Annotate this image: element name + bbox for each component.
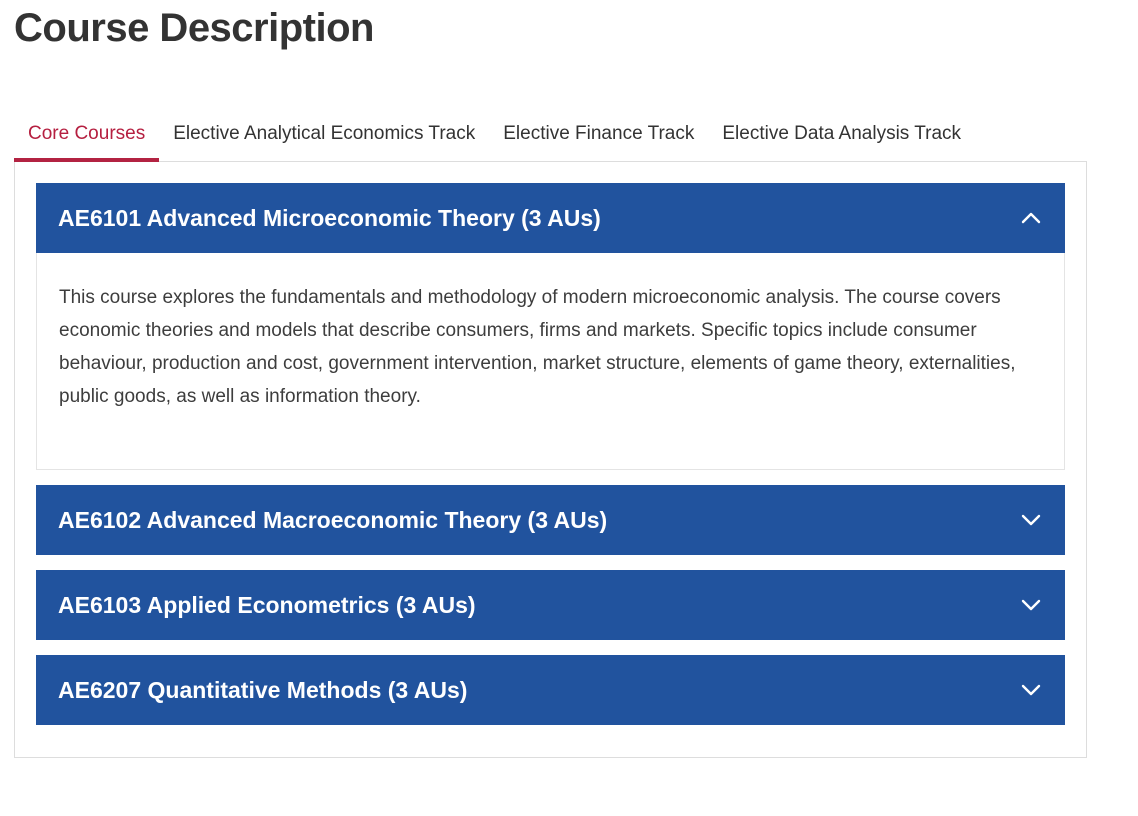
tab-elective-data-analysis-track[interactable]: Elective Data Analysis Track [708,113,975,162]
accordion-body-ae6101: This course explores the fundamentals an… [36,253,1065,470]
chevron-up-icon [1021,212,1041,224]
accordion-header-ae6102[interactable]: AE6102 Advanced Macroeconomic Theory (3 … [36,485,1065,555]
page-title: Course Description [14,6,374,50]
accordion-item-ae6207: AE6207 Quantitative Methods (3 AUs) [36,655,1065,725]
accordion-header-ae6101[interactable]: AE6101 Advanced Microeconomic Theory (3 … [36,183,1065,253]
course-track-tablist: Core Courses Elective Analytical Economi… [14,113,1138,162]
accordion-header-ae6103[interactable]: AE6103 Applied Econometrics (3 AUs) [36,570,1065,640]
accordion-item-ae6103: AE6103 Applied Econometrics (3 AUs) [36,570,1065,640]
chevron-down-icon [1021,599,1041,611]
accordion-title: AE6102 Advanced Macroeconomic Theory (3 … [58,506,608,533]
tab-elective-finance-track[interactable]: Elective Finance Track [489,113,708,162]
chevron-down-icon [1021,514,1041,526]
accordion-title: AE6207 Quantitative Methods (3 AUs) [58,676,468,703]
tab-core-courses[interactable]: Core Courses [14,113,160,162]
tab-panel-core-courses: AE6101 Advanced Microeconomic Theory (3 … [14,161,1087,758]
tab-elective-analytical-economics-track[interactable]: Elective Analytical Economics Track [159,113,489,162]
accordion-header-ae6207[interactable]: AE6207 Quantitative Methods (3 AUs) [36,655,1065,725]
accordion-item-ae6102: AE6102 Advanced Macroeconomic Theory (3 … [36,485,1065,555]
accordion-title: AE6103 Applied Econometrics (3 AUs) [58,591,476,618]
accordion-title: AE6101 Advanced Microeconomic Theory (3 … [58,204,601,231]
accordion-item-ae6101: AE6101 Advanced Microeconomic Theory (3 … [36,183,1065,470]
chevron-down-icon [1021,684,1041,696]
